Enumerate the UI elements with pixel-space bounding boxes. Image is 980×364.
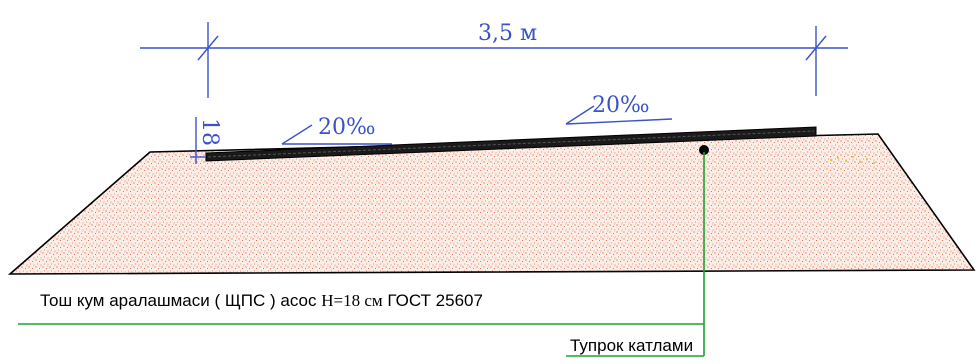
callout-leader [18, 145, 709, 357]
base-layer-band [205, 126, 817, 162]
width-dimension [140, 22, 848, 98]
base-layer-texture [207, 130, 815, 158]
callout-leader-dot [699, 145, 709, 155]
slope-left: 20‰ [281, 115, 392, 145]
thickness-dimension [190, 117, 206, 164]
width-dimension-left-tick [197, 35, 219, 61]
embankment-soil-body [7, 133, 976, 275]
width-dimension-label: 3,5 м [478, 21, 537, 46]
embankment-callout: Тупрок катлами [570, 336, 693, 355]
yellow-specks [830, 156, 875, 164]
thickness-dimension-label: 18 [197, 118, 222, 146]
base-layer-callout: Тош кум аралашмаси ( ЩПС ) асос Н=18 см … [40, 291, 483, 310]
width-dimension-right-tick [805, 35, 827, 61]
slope-right-label: 20‰ [592, 93, 650, 118]
slope-right: 20‰ [565, 93, 673, 125]
slope-left-label: 20‰ [318, 115, 376, 140]
